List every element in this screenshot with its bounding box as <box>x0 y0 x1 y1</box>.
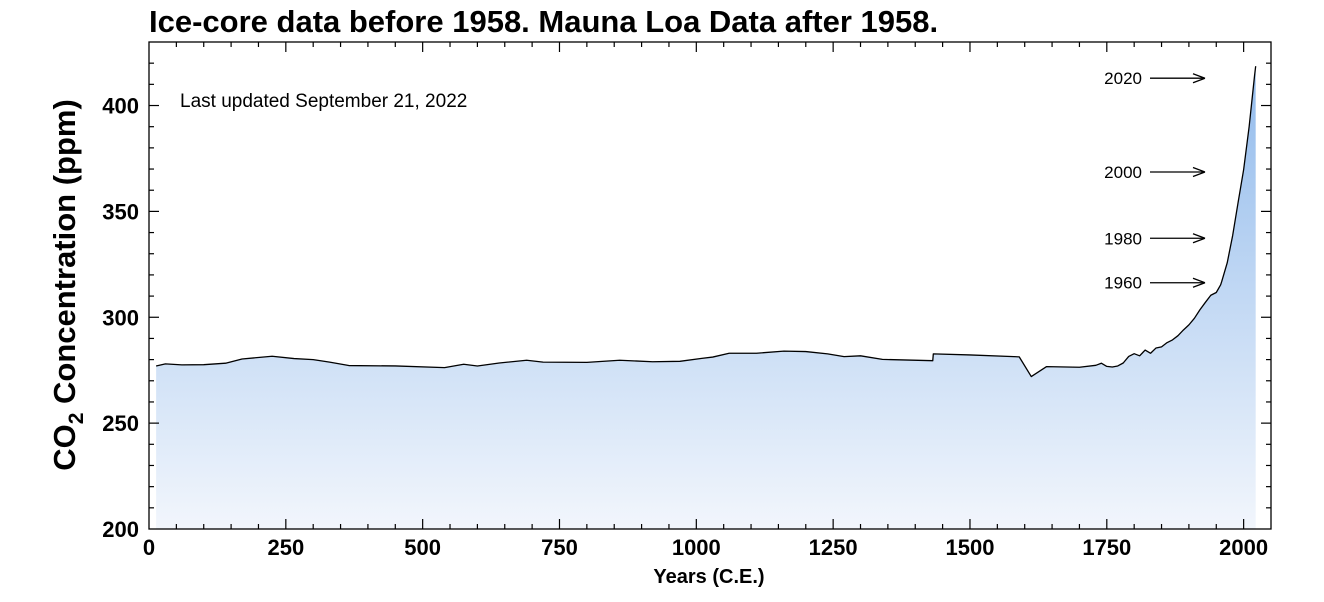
plot-frame <box>148 41 1272 530</box>
annotation-2000: 2000 <box>1104 163 1206 182</box>
annotation-label: 2020 <box>1104 69 1142 88</box>
chart-title: Ice-core data before 1958. Mauna Loa Dat… <box>149 4 938 39</box>
y-axis-label-prefix: CO <box>47 424 82 471</box>
x-tick-label: 1500 <box>945 535 994 560</box>
annotation-label: 2000 <box>1104 163 1142 182</box>
x-axis-label: Years (C.E.) <box>653 566 764 588</box>
x-tick-label: 1750 <box>1082 535 1131 560</box>
x-tick-label: 2000 <box>1219 535 1268 560</box>
arrow-head <box>1192 73 1206 84</box>
last-updated-note: Last updated September 21, 2022 <box>180 91 467 112</box>
arrow-head <box>1192 233 1206 244</box>
y-tick-label: 400 <box>102 94 139 119</box>
y-axis-label: CO2 Concentration (ppm) <box>47 99 88 471</box>
annotation-label: 1960 <box>1104 274 1142 293</box>
x-tick-label: 750 <box>541 535 578 560</box>
plot-area <box>155 66 1257 529</box>
y-tick-label: 250 <box>102 411 139 436</box>
co2-series-line <box>155 66 1257 378</box>
co2-area-fill <box>156 66 1256 529</box>
arrow-head <box>1192 277 1206 288</box>
x-tick-label: 1250 <box>809 535 858 560</box>
y-tick-label: 300 <box>102 305 139 330</box>
annotation-label: 1980 <box>1104 229 1142 248</box>
arrow-head <box>1192 166 1206 178</box>
x-tick-label: 250 <box>267 535 304 560</box>
x-axis: 0 250 500 750 1000 1250 1500 1750 2000 <box>143 42 1268 560</box>
y-axis-label-suffix: Concentration (ppm) <box>47 99 82 412</box>
y-tick-label: 200 <box>102 517 139 542</box>
x-tick-label: 1000 <box>672 535 721 560</box>
annotation-1980: 1980 <box>1104 229 1206 248</box>
x-tick-label: 500 <box>404 535 441 560</box>
x-tick-label: 0 <box>143 535 155 560</box>
y-tick-label: 350 <box>102 199 139 224</box>
y-axis: 200 250 300 350 400 <box>102 62 1271 542</box>
y-axis-label-subscript: 2 <box>65 413 88 425</box>
annotation-1960: 1960 <box>1104 274 1206 293</box>
year-annotations: 2020 2000 1980 1960 <box>1104 69 1206 293</box>
annotation-2020: 2020 <box>1104 69 1206 88</box>
